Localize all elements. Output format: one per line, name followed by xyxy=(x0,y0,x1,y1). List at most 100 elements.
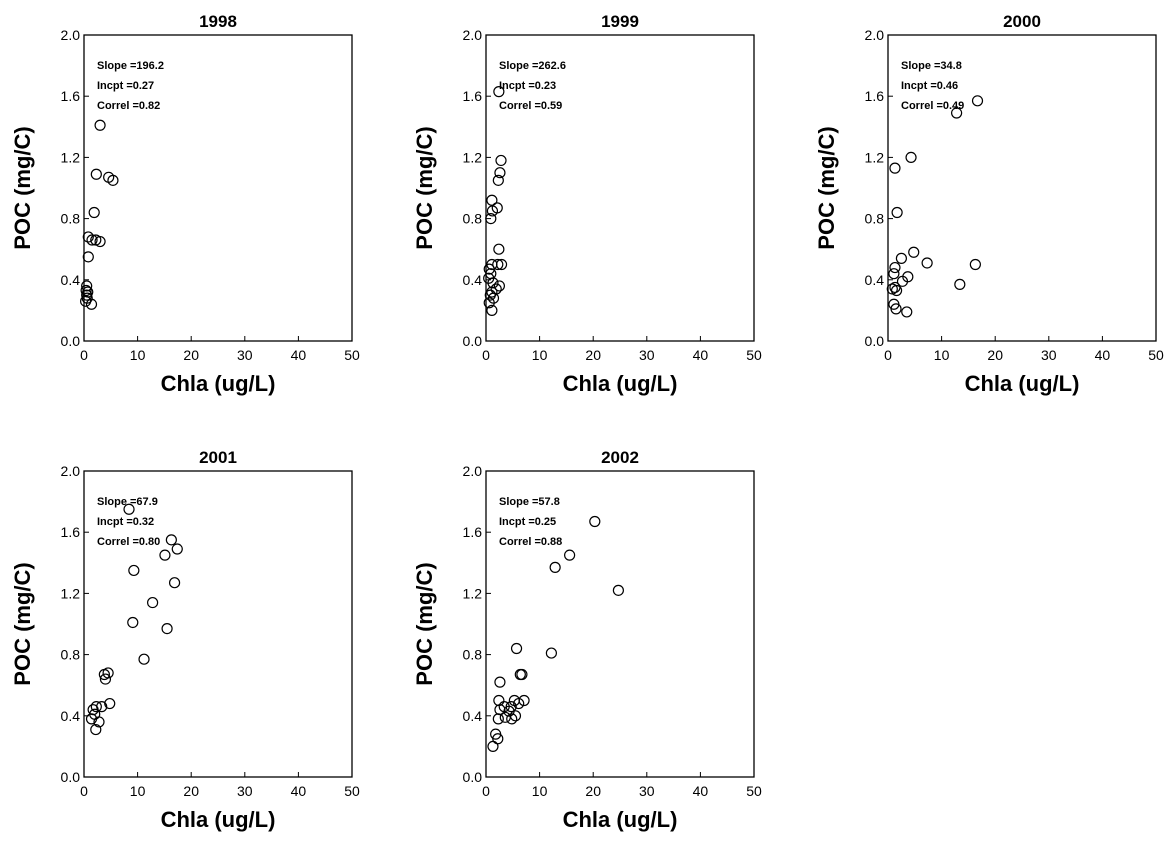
plot-frame xyxy=(485,34,755,342)
scatter-panel-2001: 2001 0 10 20 30 40 50 0.0 0.4 0.8 1.2 1.6 2.0 Chla (u… xyxy=(10,448,360,832)
stat-annotation: Correl =0.88 xyxy=(499,536,562,548)
x-axis-label: Chla (ug/L) xyxy=(161,371,276,396)
data-point xyxy=(494,676,506,688)
y-tick-label: 0.8 xyxy=(61,211,81,227)
x-tick-label: 40 xyxy=(693,783,709,799)
data-point xyxy=(99,673,112,685)
y-axis-label: POC (mg/C) xyxy=(10,562,35,685)
plot-frame xyxy=(83,470,353,778)
y-tick-label: 0.8 xyxy=(463,647,483,663)
data-point xyxy=(514,668,526,681)
data-point xyxy=(564,549,576,561)
y-tick-label: 1.6 xyxy=(463,524,483,540)
panel-title: 1998 xyxy=(199,12,237,31)
data-point xyxy=(483,263,495,275)
y-axis-label: POC (mg/C) xyxy=(412,126,437,249)
stat-annotation: Slope =34.8 xyxy=(901,60,962,72)
data-point xyxy=(93,716,105,728)
data-point xyxy=(896,275,909,287)
scatter-panel-2000: 2000 0 10 20 30 40 50 0.0 0.4 0.8 1.2 1.6 2.0 Chla (u… xyxy=(814,12,1164,396)
x-tick-label: 20 xyxy=(585,783,601,799)
data-point xyxy=(483,297,495,309)
x-tick-label: 20 xyxy=(183,783,199,799)
data-point xyxy=(895,252,908,264)
panel-title: 1999 xyxy=(601,12,639,31)
stat-annotation: Incpt =0.46 xyxy=(901,80,958,92)
data-point xyxy=(510,642,523,655)
x-tick-label: 40 xyxy=(291,783,307,799)
data-point xyxy=(492,258,504,271)
data-point xyxy=(493,280,505,292)
y-tick-label: 0.8 xyxy=(865,211,885,227)
stat-annotation: Correl =0.59 xyxy=(499,100,562,112)
y-tick-label: 2.0 xyxy=(463,27,483,43)
data-point xyxy=(85,298,98,310)
data-point xyxy=(549,561,561,573)
x-tick-label: 10 xyxy=(532,783,548,799)
y-tick-label: 1.2 xyxy=(61,585,81,601)
x-tick-label: 0 xyxy=(80,783,88,799)
y-tick-label: 0.0 xyxy=(865,333,885,349)
y-tick-label: 0.4 xyxy=(61,272,81,288)
x-tick-label: 10 xyxy=(130,783,146,799)
data-point xyxy=(921,257,933,269)
data-point xyxy=(98,668,110,681)
y-tick-label: 2.0 xyxy=(865,27,885,43)
y-tick-label: 1.2 xyxy=(463,585,483,601)
data-point xyxy=(492,174,504,186)
data-point xyxy=(90,168,102,180)
data-point xyxy=(127,616,139,629)
plot-frame xyxy=(485,470,755,778)
scatter-panel-1999: 1999 0 10 20 30 40 50 0.0 0.4 0.8 1.2 1.6 2.0 Chla (u… xyxy=(412,12,762,396)
x-tick-label: 40 xyxy=(1095,347,1111,363)
y-tick-label: 1.6 xyxy=(865,88,885,104)
panel-title: 2001 xyxy=(199,448,237,467)
data-point xyxy=(495,154,507,167)
x-tick-label: 40 xyxy=(291,347,307,363)
data-point xyxy=(890,303,902,315)
data-point xyxy=(495,258,508,271)
data-point xyxy=(80,295,92,307)
data-point xyxy=(889,162,901,174)
data-point xyxy=(107,174,119,186)
y-tick-label: 0.8 xyxy=(463,211,483,227)
y-tick-label: 2.0 xyxy=(61,463,81,479)
x-tick-label: 0 xyxy=(80,347,88,363)
stat-annotation: Correl =0.80 xyxy=(97,536,160,548)
x-tick-label: 10 xyxy=(934,347,950,363)
data-point xyxy=(499,711,511,723)
data-point xyxy=(159,549,171,561)
data-point xyxy=(165,534,177,546)
data-point xyxy=(901,306,913,318)
data-point xyxy=(908,246,920,258)
data-point xyxy=(513,697,525,710)
y-tick-label: 0.8 xyxy=(61,647,81,663)
y-tick-label: 0.0 xyxy=(61,333,81,349)
data-point xyxy=(954,278,966,290)
data-point xyxy=(94,235,106,248)
data-point xyxy=(971,95,984,107)
x-axis-label: Chla (ug/L) xyxy=(563,807,678,832)
y-tick-label: 1.6 xyxy=(61,524,81,540)
data-point xyxy=(81,280,93,292)
x-axis-label: Chla (ug/L) xyxy=(161,807,276,832)
data-point xyxy=(168,577,181,589)
data-point xyxy=(85,713,98,725)
data-point xyxy=(506,713,518,725)
data-point xyxy=(493,694,505,707)
data-point xyxy=(147,596,159,609)
y-tick-label: 0.4 xyxy=(61,708,81,724)
data-point xyxy=(80,284,92,297)
x-tick-label: 10 xyxy=(532,347,548,363)
x-tick-label: 50 xyxy=(344,783,360,799)
x-tick-label: 0 xyxy=(884,347,892,363)
x-tick-label: 30 xyxy=(639,783,655,799)
y-axis-label: POC (mg/C) xyxy=(10,126,35,249)
stat-annotation: Correl =0.49 xyxy=(901,100,964,112)
y-axis-label: POC (mg/C) xyxy=(412,562,437,685)
y-tick-label: 0.4 xyxy=(463,708,483,724)
data-point xyxy=(493,243,505,255)
x-tick-label: 20 xyxy=(585,347,601,363)
stat-annotation: Slope =196.2 xyxy=(97,60,164,72)
